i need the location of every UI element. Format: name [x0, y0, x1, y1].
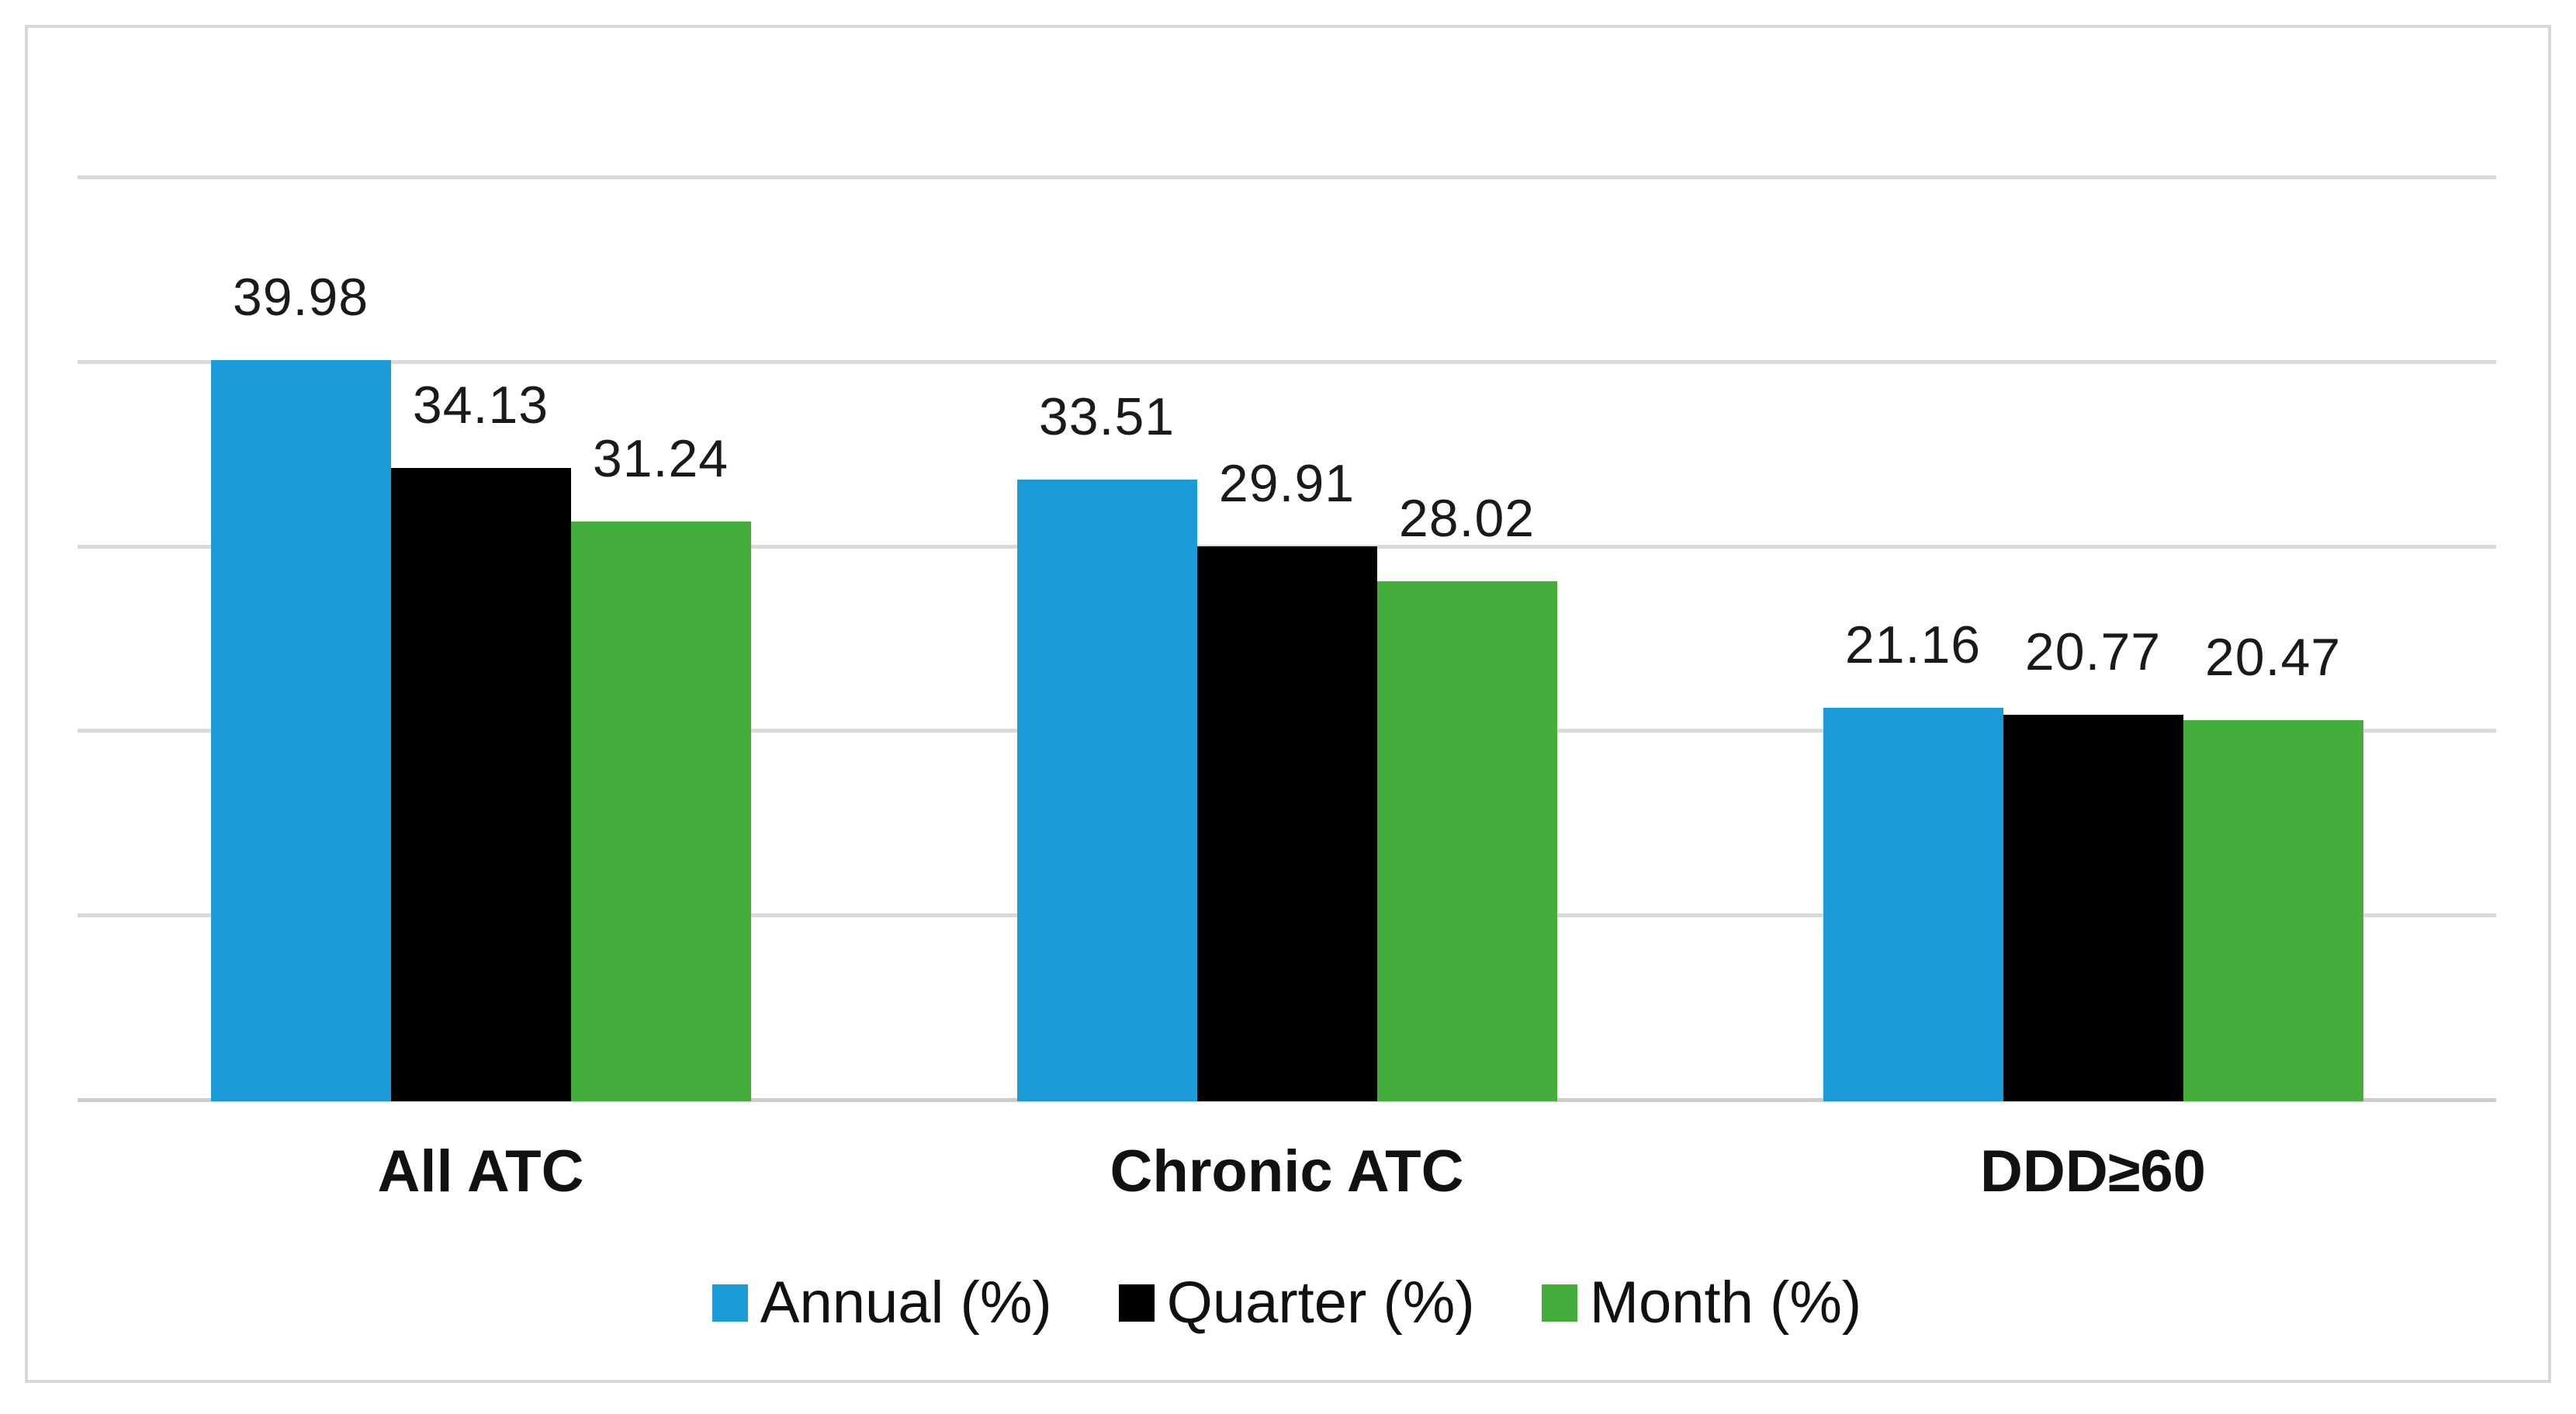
bar-month-all-atc — [570, 522, 751, 1101]
bar-annual-all-atc — [210, 360, 391, 1101]
data-label-annual-ddd-60: 21.16 — [1844, 615, 1982, 674]
category-label-chronic-atc: Chronic ATC — [1110, 1138, 1464, 1204]
data-label-quarter-all-atc: 34.13 — [412, 376, 549, 435]
legend-swatch-icon-month — [1541, 1284, 1577, 1322]
data-label-quarter-ddd-60: 20.77 — [2024, 622, 2162, 682]
category-label-all-atc: All ATC — [377, 1138, 584, 1204]
legend-swatch-icon-annual — [712, 1284, 748, 1322]
data-label-quarter-chronic-atc: 29.91 — [1218, 453, 1356, 513]
bar-annual-ddd-60 — [1823, 707, 2003, 1101]
legend-item-month: Month (%) — [1541, 1270, 1862, 1336]
gridline-y-50 — [78, 175, 2496, 179]
data-label-annual-all-atc: 39.98 — [232, 268, 369, 328]
data-label-month-all-atc: 31.24 — [592, 429, 729, 489]
legend-item-annual: Annual (%) — [712, 1270, 1052, 1336]
legend-label-month: Month (%) — [1589, 1270, 1862, 1336]
legend-item-quarter: Quarter (%) — [1118, 1270, 1475, 1336]
gridline-y-40 — [78, 359, 2496, 364]
data-label-annual-chronic-atc: 33.51 — [1038, 387, 1175, 447]
category-label-ddd-60: DDD≥60 — [1980, 1138, 2206, 1204]
bar-quarter-ddd-60 — [2003, 715, 2183, 1101]
legend-swatch-icon-quarter — [1118, 1284, 1155, 1322]
bar-month-ddd-60 — [2183, 720, 2363, 1101]
bar-quarter-chronic-atc — [1196, 546, 1377, 1101]
data-label-month-chronic-atc: 28.02 — [1398, 488, 1536, 548]
chart-legend: Annual (%) Quarter (%) Month (%) — [78, 1268, 2496, 1338]
bar-month-chronic-atc — [1376, 581, 1557, 1101]
bar-quarter-all-atc — [390, 468, 571, 1101]
chart-outer-border — [25, 25, 2551, 1383]
bar-annual-chronic-atc — [1016, 480, 1197, 1101]
data-label-month-ddd-60: 20.47 — [2204, 628, 2342, 688]
legend-label-annual: Annual (%) — [760, 1270, 1052, 1336]
legend-label-quarter: Quarter (%) — [1166, 1270, 1475, 1336]
